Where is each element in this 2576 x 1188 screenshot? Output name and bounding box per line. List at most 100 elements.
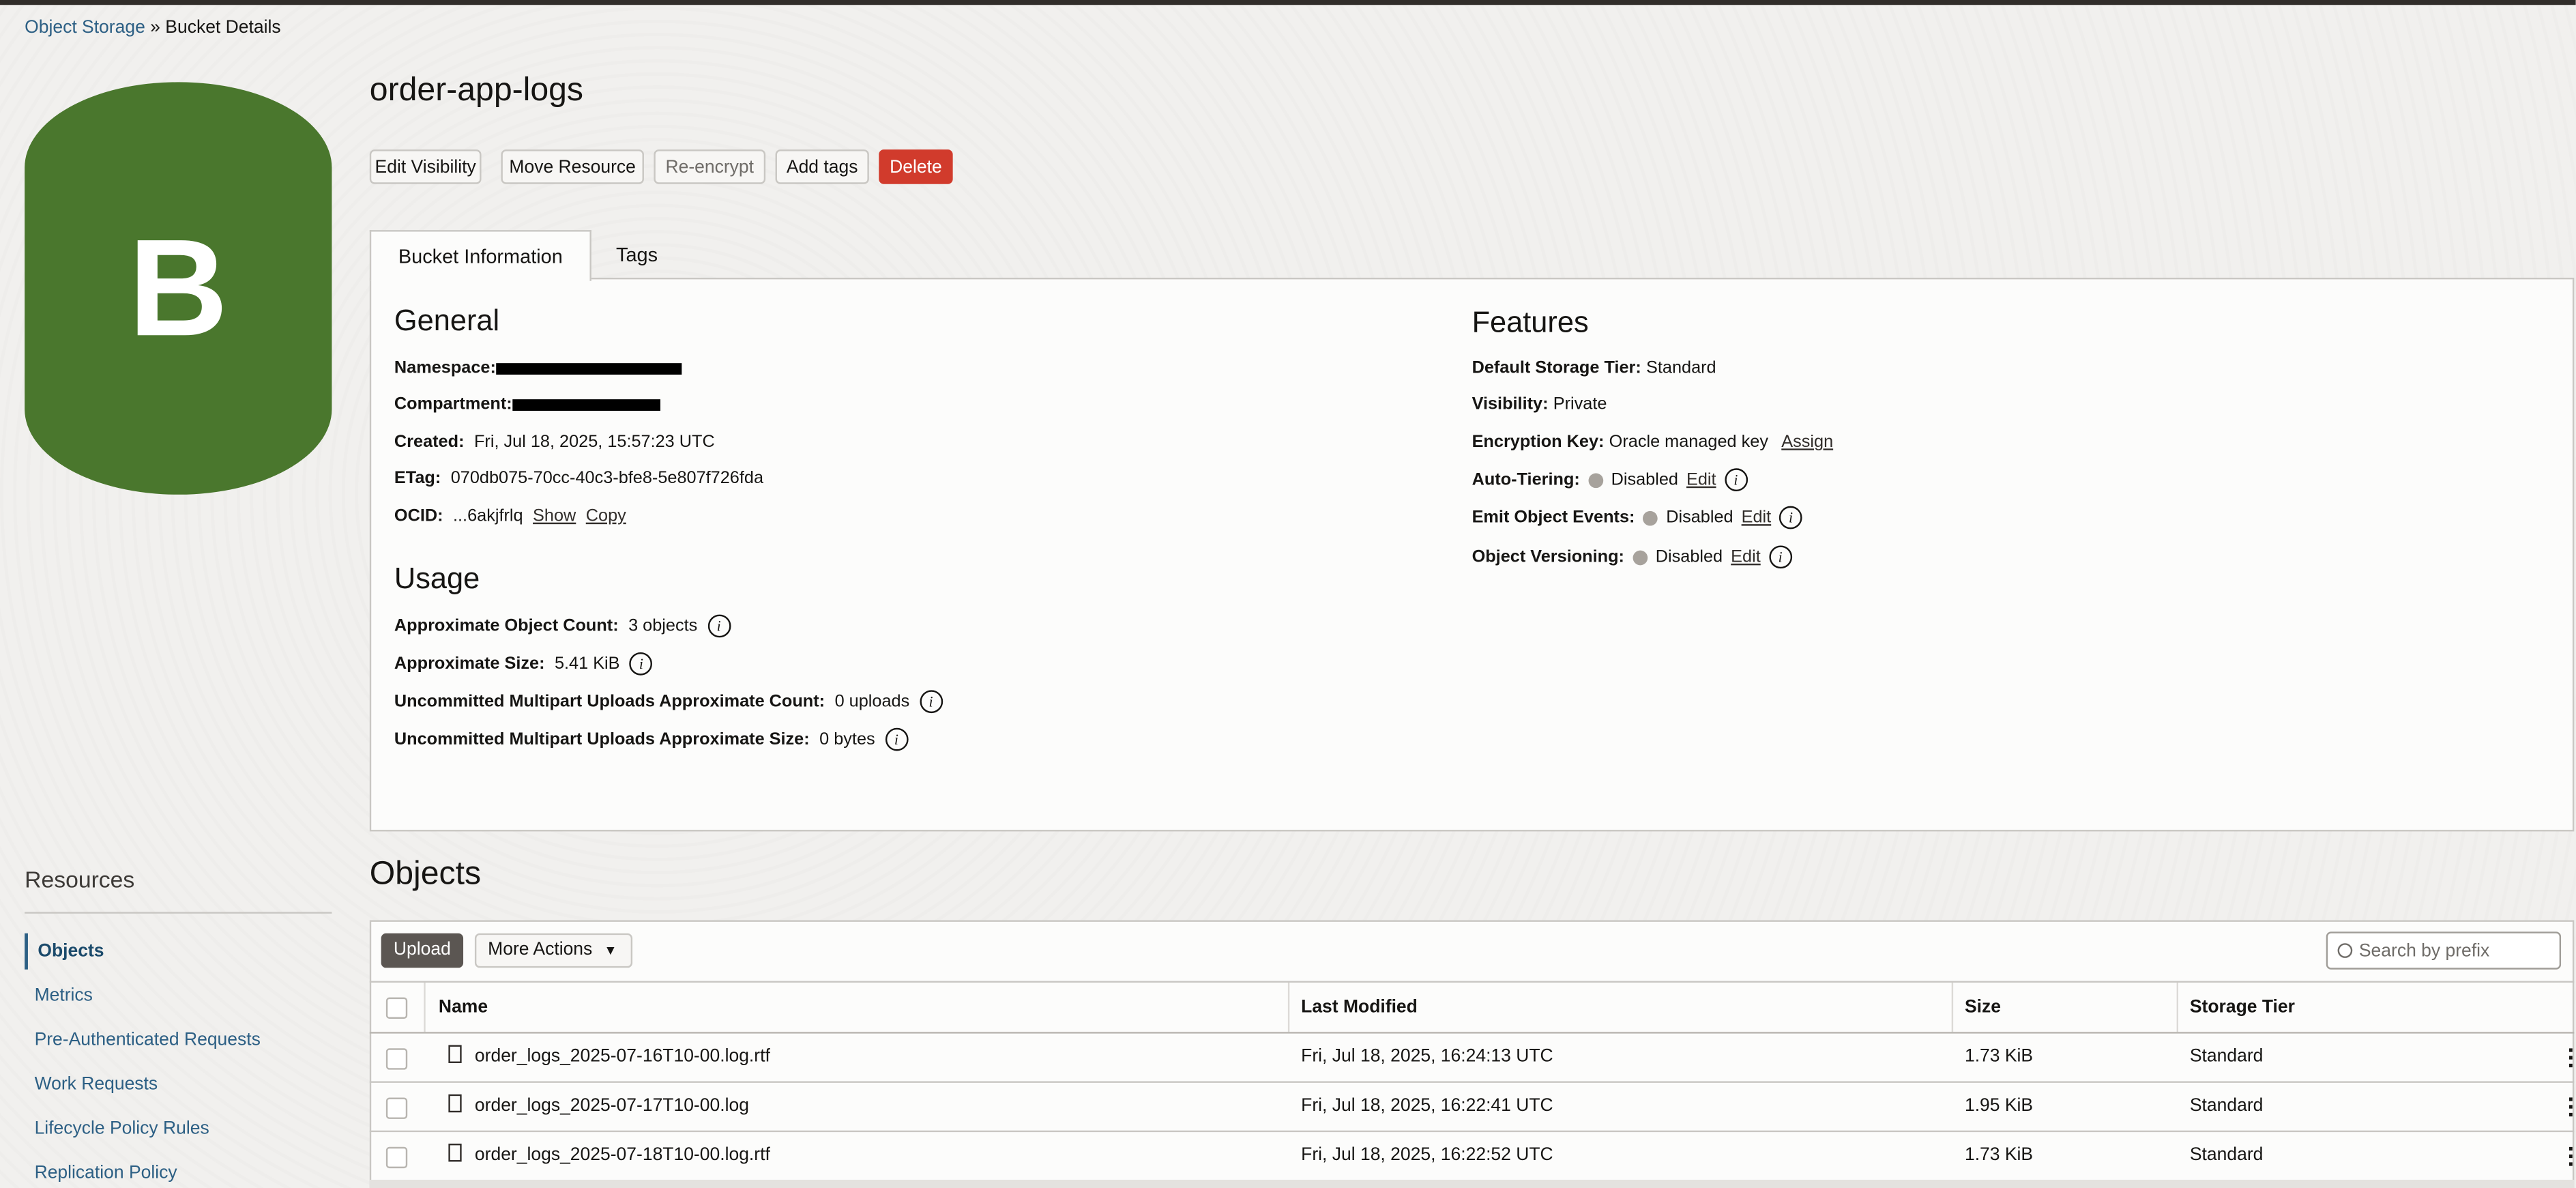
search-icon (2337, 943, 2353, 958)
horizontal-scrollbar[interactable] (369, 1179, 2575, 1188)
sidebar-item-objects[interactable]: Objects (25, 933, 332, 970)
feature-label: Object Versioning: (1472, 547, 1624, 567)
info-icon[interactable]: i (1779, 506, 1802, 530)
namespace-label: Namespace: (394, 358, 496, 378)
usage-row: Approximate Size: 5.41 KiB i (394, 652, 653, 676)
size: 1.73 KiB (1964, 1145, 2034, 1165)
breadcrumb-object-storage[interactable]: Object Storage (25, 18, 145, 38)
info-icon[interactable]: i (919, 690, 943, 714)
storage-tier-label: Default Storage Tier: (1472, 358, 1641, 378)
divider (369, 1130, 2575, 1133)
select-all-checkbox[interactable] (385, 997, 408, 1019)
column-header-last-modified[interactable]: Last Modified (1301, 997, 1418, 1017)
move-resource-button[interactable]: Move Resource (501, 149, 644, 184)
sidebar-item-pre-authenticated-requests[interactable]: Pre-Authenticated Requests (34, 1030, 261, 1050)
file-icon (448, 1045, 462, 1063)
etag-row: ETag: 070db075-70cc-40c3-bfe8-5e807f726fd… (394, 468, 763, 488)
feature-status: Disabled (1611, 469, 1678, 490)
object-name-text: order_logs_2025-07-18T10-00.log.rtf (474, 1145, 770, 1165)
sidebar-item-replication-policy[interactable]: Replication Policy (34, 1163, 177, 1183)
usage-value: 3 objects (628, 616, 698, 636)
info-icon[interactable]: i (630, 652, 653, 676)
created-row: Created: Fri, Jul 18, 2025, 15:57:23 UTC (394, 432, 715, 452)
object-name-text: order_logs_2025-07-17T10-00.log (474, 1096, 749, 1116)
etag-label: ETag: (394, 468, 441, 489)
ocid-value: ...6akjfrlq (453, 506, 523, 526)
tab-bucket-information[interactable]: Bucket Information (369, 230, 591, 281)
sidebar-item-metrics[interactable]: Metrics (34, 985, 93, 1006)
column-divider (424, 982, 426, 1032)
usage-value: 5.41 KiB (554, 654, 620, 674)
re-encrypt-button[interactable]: Re-encrypt (654, 149, 766, 184)
delete-button[interactable]: Delete (879, 149, 953, 184)
usage-row: Uncommitted Multipart Uploads Approximat… (394, 727, 908, 751)
sidebar-item-lifecycle-policy-rules[interactable]: Lifecycle Policy Rules (34, 1118, 209, 1139)
column-header-size[interactable]: Size (1964, 997, 2001, 1017)
encryption-label: Encryption Key: (1472, 432, 1605, 452)
object-name[interactable]: order_logs_2025-07-16T10-00.log.rtf (448, 1032, 770, 1081)
object-name-text: order_logs_2025-07-16T10-00.log.rtf (474, 1046, 770, 1067)
objects-heading: Objects (369, 856, 482, 893)
edit-link[interactable]: Edit (1741, 508, 1772, 527)
usage-row: Uncommitted Multipart Uploads Approximat… (394, 690, 943, 714)
more-actions-dropdown[interactable]: More Actions ▼ (474, 933, 633, 968)
kebab-menu-icon[interactable]: ⋮ (2560, 1081, 2576, 1130)
usage-label: Approximate Object Count: (394, 616, 619, 636)
versioning-row: Object Versioning: Disabled Edit i (1472, 545, 1792, 569)
general-heading: General (394, 304, 500, 337)
row-checkbox[interactable] (385, 1097, 408, 1119)
row-checkbox[interactable] (385, 1048, 408, 1070)
more-actions-label: More Actions (488, 940, 593, 960)
created-label: Created: (394, 432, 465, 452)
feature-status: Disabled (1666, 508, 1733, 527)
column-header-name[interactable]: Name (438, 997, 488, 1017)
info-icon[interactable]: i (1724, 468, 1748, 491)
storage-tier-row: Default Storage Tier: Standard (1472, 358, 1716, 378)
status-dot-icon (1643, 510, 1658, 525)
size: 1.95 KiB (1964, 1096, 2034, 1116)
usage-heading: Usage (394, 562, 480, 595)
visibility-label: Visibility: (1472, 394, 1549, 414)
resources-heading: Resources (25, 866, 135, 893)
info-icon[interactable]: i (1768, 545, 1792, 569)
row-checkbox[interactable] (385, 1146, 408, 1169)
status-dot-icon (1633, 549, 1648, 565)
visibility-row: Visibility: Private (1472, 394, 1607, 414)
column-header-storage-tier[interactable]: Storage Tier (2189, 997, 2295, 1017)
object-name[interactable]: order_logs_2025-07-18T10-00.log.rtf (448, 1131, 770, 1180)
search-input[interactable]: Search by prefix (2326, 931, 2562, 970)
edit-link[interactable]: Edit (1686, 469, 1716, 490)
storage-tier: Standard (2189, 1096, 2264, 1116)
namespace-row: Namespace: (394, 358, 682, 378)
object-name[interactable]: order_logs_2025-07-17T10-00.log (448, 1081, 749, 1130)
bucket-avatar-icon: B (25, 82, 332, 495)
compartment-row: Compartment: (394, 394, 660, 414)
tab-tags[interactable]: Tags (616, 243, 658, 267)
edit-link[interactable]: Edit (1731, 547, 1761, 567)
add-tags-button[interactable]: Add tags (775, 149, 869, 184)
features-heading: Features (1472, 305, 1589, 339)
compartment-label: Compartment: (394, 394, 512, 414)
ocid-label: OCID: (394, 506, 443, 526)
ocid-show-link[interactable]: Show (533, 506, 576, 526)
breadcrumb: Object Storage » Bucket Details (25, 18, 280, 38)
caret-down-icon: ▼ (604, 943, 617, 958)
kebab-menu-icon[interactable]: ⋮ (2560, 1032, 2576, 1081)
file-icon (448, 1143, 462, 1162)
kebab-menu-icon[interactable]: ⋮ (2560, 1131, 2576, 1180)
emit-events-row: Emit Object Events: Disabled Edit i (1472, 506, 1802, 530)
info-icon[interactable]: i (707, 614, 731, 638)
assign-link[interactable]: Assign (1781, 432, 1834, 452)
sidebar-item-work-requests[interactable]: Work Requests (34, 1074, 158, 1095)
usage-label: Approximate Size: (394, 654, 545, 674)
encryption-value: Oracle managed key (1609, 432, 1768, 452)
ocid-copy-link[interactable]: Copy (585, 506, 626, 526)
upload-button[interactable]: Upload (381, 933, 464, 968)
redacted-compartment-link[interactable] (512, 398, 660, 410)
search-placeholder: Search by prefix (2358, 940, 2490, 961)
created-value: Fri, Jul 18, 2025, 15:57:23 UTC (473, 432, 715, 452)
usage-label: Uncommitted Multipart Uploads Approximat… (394, 729, 810, 750)
page-title: order-app-logs (369, 72, 584, 108)
edit-visibility-button[interactable]: Edit Visibility (369, 149, 482, 184)
info-icon[interactable]: i (885, 727, 908, 751)
